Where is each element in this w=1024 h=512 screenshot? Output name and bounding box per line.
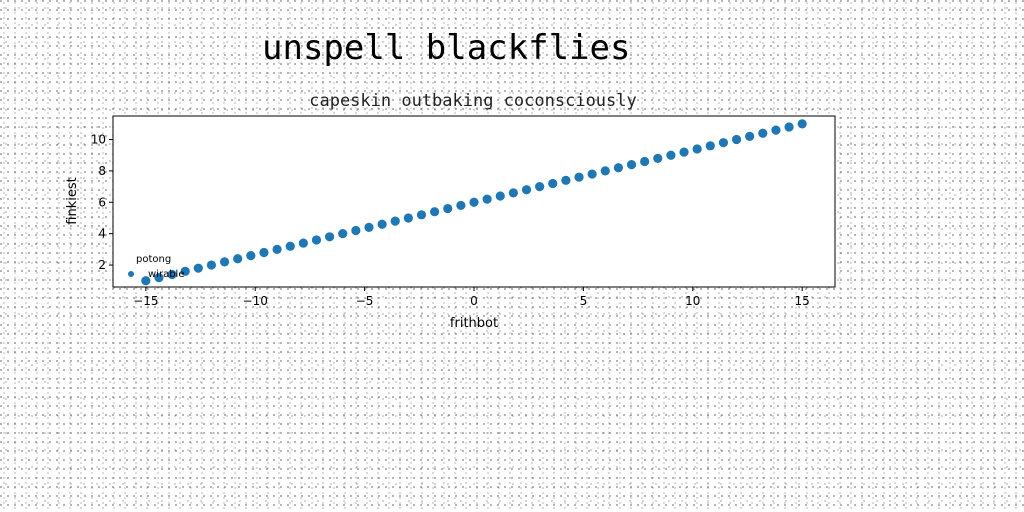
data-point: [272, 244, 282, 254]
x-tick-label: 15: [795, 294, 810, 308]
y-tick-label: 2: [98, 258, 106, 272]
data-point: [364, 222, 374, 232]
data-point: [600, 166, 610, 176]
data-point: [718, 138, 729, 148]
x-tick-label: −15: [133, 294, 158, 308]
data-point: [653, 153, 663, 163]
axis-ticks: −15 −10 −5 0 5 10 15 2 4 6 8 10: [91, 133, 810, 308]
data-point: [548, 178, 558, 189]
data-point: [193, 263, 203, 273]
data-point: [430, 207, 440, 217]
data-point: [403, 213, 413, 223]
x-tick-label: 5: [580, 294, 588, 308]
data-point: [259, 247, 269, 258]
data-point: [377, 219, 387, 229]
page-title: unspell blackflies: [262, 28, 631, 68]
data-point: [351, 225, 361, 236]
data-point: [246, 251, 256, 261]
data-point: [679, 147, 689, 157]
data-point: [167, 269, 177, 280]
y-tick-label: 6: [98, 195, 106, 209]
data-point: [456, 200, 466, 211]
data-point: [206, 260, 217, 270]
data-point: [745, 131, 755, 141]
data-point: [692, 144, 702, 154]
data-points: [141, 119, 807, 286]
data-point: [219, 257, 230, 267]
x-axis-label: frithbot: [450, 316, 498, 331]
data-point: [666, 150, 676, 160]
data-point: [758, 128, 768, 138]
data-point: [587, 169, 597, 179]
data-point: [574, 172, 584, 182]
data-point: [797, 119, 807, 129]
data-point: [613, 163, 624, 173]
data-point: [311, 235, 322, 245]
data-point: [784, 122, 794, 132]
data-point: [141, 276, 151, 286]
legend: potong wirable: [128, 254, 184, 280]
y-tick-label: 10: [91, 133, 106, 147]
data-point: [416, 210, 427, 220]
data-point: [180, 266, 190, 276]
chart-title: capeskin outbaking coconsciously: [309, 91, 637, 111]
data-point: [390, 216, 400, 226]
data-point: [285, 241, 295, 251]
x-tick-label: 0: [470, 294, 478, 308]
data-point: [325, 232, 335, 242]
data-point: [626, 160, 637, 170]
data-point: [771, 125, 781, 135]
y-axis-label: finkiest: [65, 177, 80, 224]
data-point: [508, 188, 518, 198]
x-tick-label: −10: [243, 294, 268, 308]
x-tick-label: 10: [685, 294, 700, 308]
legend-entry-label: wirable: [148, 269, 184, 280]
data-point: [443, 203, 453, 214]
data-point: [338, 229, 348, 239]
x-tick-label: −5: [356, 294, 374, 308]
data-point: [495, 191, 505, 201]
data-point: [154, 272, 164, 283]
data-point: [233, 254, 243, 264]
data-point: [535, 182, 545, 192]
y-tick-label: 8: [98, 164, 106, 178]
data-point: [731, 134, 742, 145]
data-point: [298, 238, 308, 248]
data-point: [705, 141, 715, 151]
data-point: [640, 156, 650, 167]
data-point: [482, 194, 492, 204]
legend-title: potong: [136, 254, 171, 265]
legend-marker: [128, 271, 134, 277]
data-point: [521, 185, 532, 195]
data-point: [469, 197, 479, 207]
data-point: [561, 175, 571, 185]
y-tick-label: 4: [98, 227, 106, 241]
